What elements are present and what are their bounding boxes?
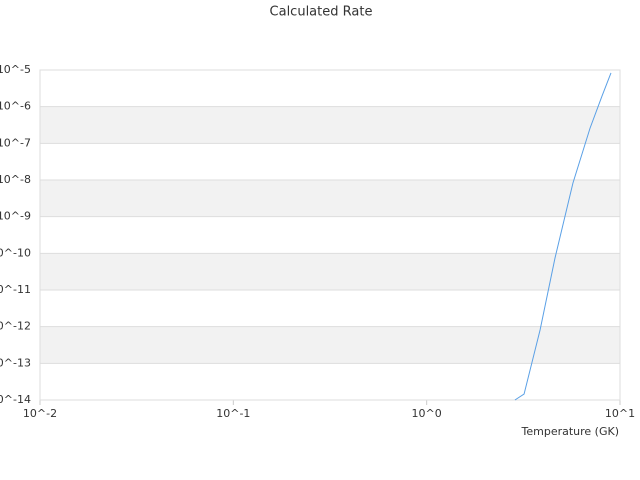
grid-band (40, 326, 620, 364)
data-line (514, 72, 612, 401)
grid-band (40, 253, 620, 290)
grid-band (40, 106, 620, 144)
x-tick-label: 10^0 (412, 407, 442, 420)
plot-background (40, 106, 620, 364)
x-tick-label: 10^-1 (216, 407, 250, 420)
plot-frame (39, 69, 621, 401)
y-tick-label: 10^-6 (0, 100, 31, 113)
y-tick-label: 10^-11 (0, 283, 31, 296)
y-tick-label: 10^-8 (0, 173, 31, 186)
y-tick-label: 10^-12 (0, 320, 31, 333)
grid-band (40, 180, 620, 217)
y-tick-label: 10^-7 (0, 136, 31, 149)
x-axis-label: Temperature (GK) (521, 425, 620, 438)
chart-title: Calculated Rate (270, 5, 373, 20)
y-tick-label: 10^-5 (0, 63, 31, 76)
y-tick-label: 10^-9 (0, 210, 31, 223)
y-tick-label: 10^-14 (0, 393, 31, 406)
x-tick-label: 10^-2 (23, 407, 57, 420)
y-tick-label: 10^-10 (0, 246, 31, 259)
x-tick-label: 10^1 (605, 407, 635, 420)
y-tick-label: 10^-13 (0, 356, 31, 369)
